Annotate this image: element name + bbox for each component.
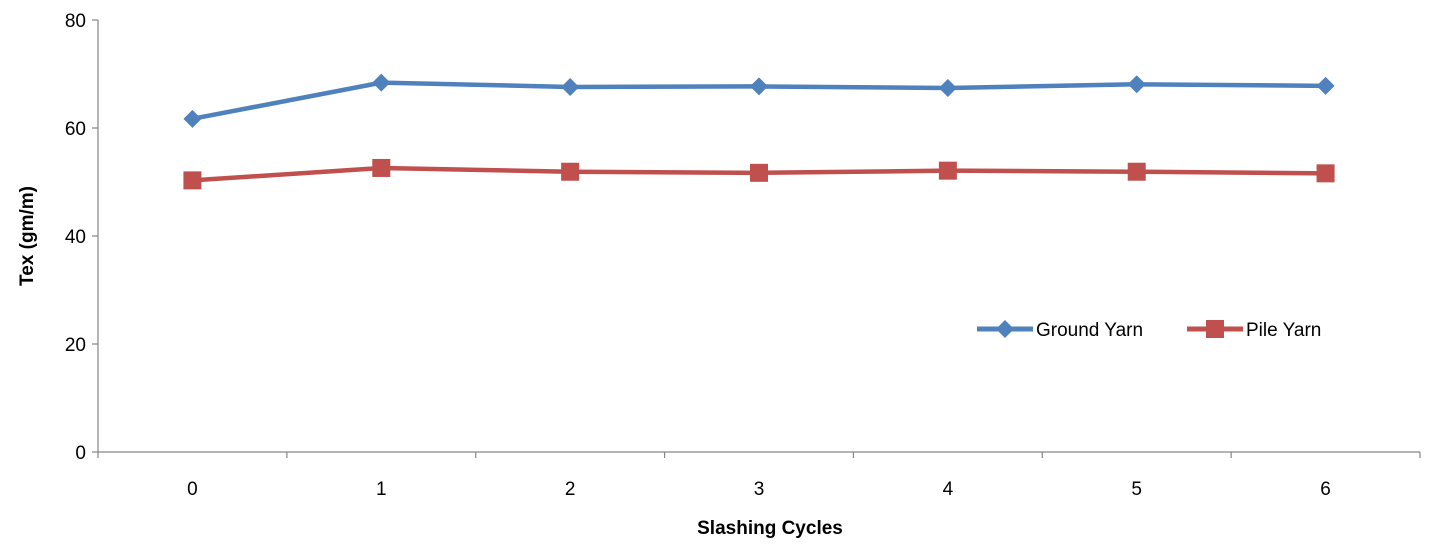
- y-tick-label: 60: [65, 119, 86, 140]
- y-ticks: 0 20 40 60 80: [65, 11, 98, 464]
- data-point-ground-yarn: [183, 109, 202, 128]
- x-tick-label: 1: [376, 479, 387, 500]
- y-tick-label: 0: [75, 443, 86, 464]
- x-tick-label: 6: [1320, 479, 1331, 500]
- x-ticks: 0 1 2 3 4 5 6: [97, 452, 1421, 500]
- data-point-ground-yarn: [938, 79, 957, 98]
- legend-label-ground-yarn: Ground Yarn: [1036, 320, 1143, 341]
- x-tick-label: 2: [565, 479, 576, 500]
- legend-item-pile-yarn: Pile Yarn: [1187, 320, 1321, 341]
- legend-item-ground-yarn: Ground Yarn: [977, 320, 1143, 341]
- data-point-pile-yarn: [1316, 164, 1335, 183]
- x-tick-label: 3: [754, 479, 765, 500]
- data-point-pile-yarn: [1127, 162, 1146, 181]
- y-tick-label: 80: [65, 11, 86, 32]
- legend-marker-ground-yarn: [996, 320, 1014, 338]
- data-point-pile-yarn: [750, 163, 768, 182]
- y-tick-label: 40: [65, 227, 86, 248]
- legend-marker-pile-yarn: [1206, 320, 1224, 338]
- data-point-pile-yarn: [561, 162, 580, 181]
- data-point-pile-yarn: [183, 171, 202, 190]
- series-pile-yarn: [183, 158, 1335, 190]
- legend: Ground Yarn Pile Yarn: [977, 320, 1321, 341]
- x-tick-label: 0: [187, 479, 198, 500]
- x-axis-title: Slashing Cycles: [697, 518, 843, 539]
- legend-label-pile-yarn: Pile Yarn: [1246, 320, 1321, 341]
- series-ground-yarn: [183, 73, 1335, 128]
- data-point-ground-yarn: [372, 73, 391, 92]
- data-point-ground-yarn: [1316, 76, 1335, 95]
- data-point-pile-yarn: [938, 161, 957, 180]
- data-point-ground-yarn: [561, 77, 580, 96]
- data-point-ground-yarn: [750, 77, 768, 96]
- y-axis-title: Tex (gm/m): [17, 186, 38, 286]
- x-tick-label: 4: [943, 479, 954, 500]
- data-point-ground-yarn: [1127, 75, 1146, 94]
- series-layer: [183, 73, 1335, 190]
- data-point-pile-yarn: [372, 158, 391, 177]
- x-tick-label: 5: [1131, 479, 1142, 500]
- y-tick-label: 20: [65, 335, 86, 356]
